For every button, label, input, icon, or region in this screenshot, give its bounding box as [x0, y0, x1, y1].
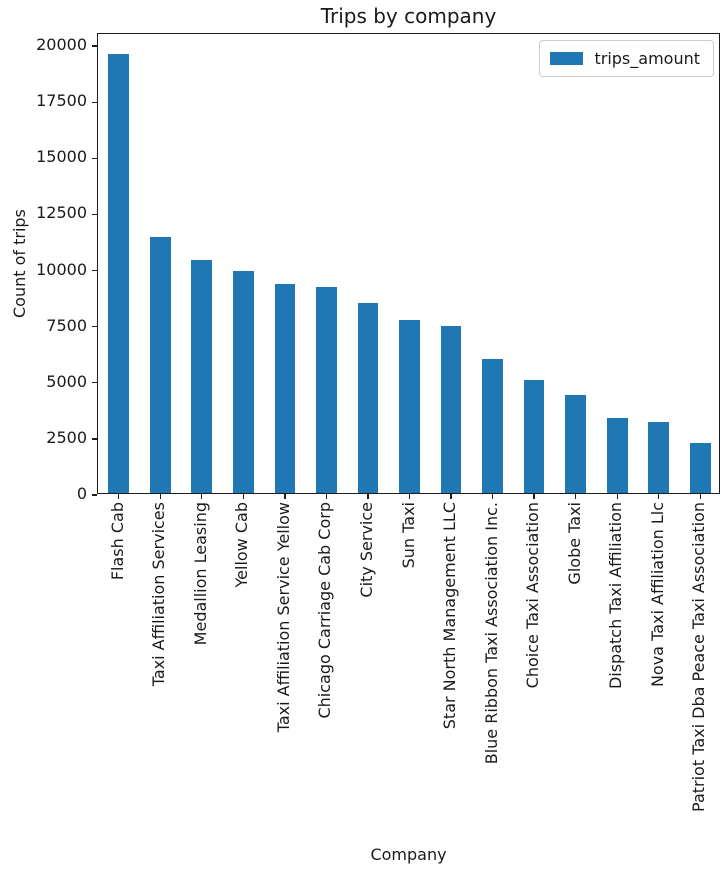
x-tick-mark	[201, 494, 203, 500]
x-tick-mark	[491, 494, 494, 500]
x-tick-mark	[616, 494, 618, 500]
x-tick-mark	[450, 494, 452, 500]
y-tick-mark	[91, 438, 97, 440]
x-tick-mark	[159, 494, 161, 500]
y-tick-mark	[91, 382, 97, 384]
x-tick-mark	[533, 494, 535, 500]
x-tick-label: Choice Taxi Association	[523, 502, 543, 689]
y-tick-mark	[91, 269, 97, 272]
chart-title: Trips by company	[320, 4, 497, 28]
bar-2	[191, 260, 213, 493]
x-tick-label: Taxi Affiliation Service Yellow	[273, 502, 293, 733]
x-tick-mark	[699, 494, 701, 500]
bar-0	[108, 53, 130, 493]
bar-9	[482, 359, 503, 493]
x-tick-label: Taxi Affiliation Services	[149, 502, 169, 687]
y-tick-label: 0	[76, 484, 87, 503]
bar-1	[149, 236, 171, 493]
y-tick-label: 17500	[36, 91, 87, 111]
x-tick-mark	[574, 494, 577, 500]
x-tick-label: Star North Management LLC	[440, 502, 460, 730]
y-tick-mark	[91, 213, 97, 216]
x-tick-label: Globe Taxi	[564, 502, 584, 585]
plot-area: trips_amount	[91, 33, 720, 500]
x-tick-mark	[325, 494, 328, 500]
legend: trips_amount	[539, 40, 714, 77]
x-tick-label: Sun Taxi	[398, 502, 418, 569]
bar-14	[689, 442, 711, 493]
y-tick-label: 12500	[36, 203, 87, 223]
bar-3	[232, 271, 254, 493]
y-tick-label: 10000	[36, 259, 87, 279]
bar-10	[523, 380, 545, 493]
x-tick-mark	[118, 494, 120, 500]
y-tick-label: 2500	[46, 427, 87, 447]
y-tick-label: 7500	[46, 315, 87, 335]
x-tick-label: Nova Taxi Affiliation Llc	[647, 502, 667, 688]
y-tick-label: 20000	[36, 35, 87, 55]
x-tick-label: Chicago Carriage Cab Corp	[315, 502, 335, 719]
legend-label: trips_amount	[594, 49, 700, 68]
bar-13	[648, 421, 670, 493]
x-tick-mark	[658, 494, 660, 500]
bar-12	[606, 417, 628, 493]
x-tick-mark	[367, 494, 369, 500]
x-tick-label: City Service	[356, 502, 376, 598]
x-tick-mark	[284, 494, 286, 500]
bar-6	[357, 303, 379, 493]
bar-5	[316, 286, 337, 493]
x-tick-label: Medallion Leasing	[190, 502, 210, 646]
bar-4	[274, 284, 296, 493]
x-tick-mark	[242, 494, 244, 500]
x-tick-label: Yellow Cab	[232, 502, 252, 588]
x-axis-label: Company	[370, 845, 447, 864]
bar-7	[399, 320, 420, 493]
y-tick-mark	[91, 45, 97, 47]
y-tick-label: 5000	[46, 371, 87, 391]
x-tick-label: Blue Ribbon Taxi Association Inc.	[481, 502, 501, 765]
y-tick-mark	[91, 325, 97, 328]
y-tick-mark	[91, 494, 97, 496]
y-tick-mark	[91, 101, 97, 103]
legend-color-swatch	[550, 52, 584, 65]
y-tick-mark	[91, 157, 97, 159]
x-tick-mark	[408, 494, 411, 500]
y-tick-label: 15000	[36, 147, 87, 167]
bar-8	[440, 325, 462, 493]
bar-11	[565, 394, 587, 493]
x-tick-label: Patriot Taxi Dba Peace Taxi Association	[689, 502, 709, 812]
x-tick-label: Dispatch Taxi Affiliation	[606, 502, 626, 690]
x-tick-label: Flash Cab	[107, 502, 127, 581]
